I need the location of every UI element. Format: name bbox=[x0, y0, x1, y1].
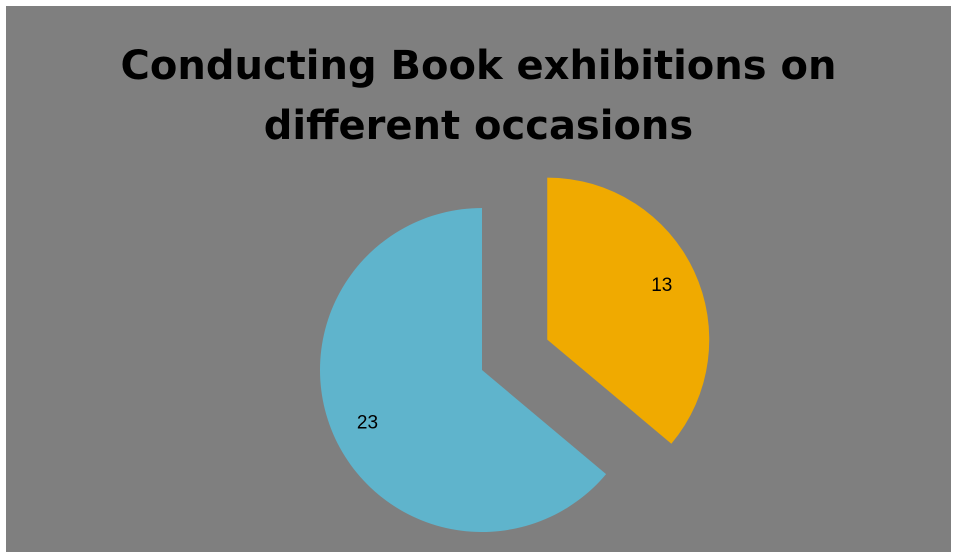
data-label-13: 13 bbox=[651, 275, 672, 296]
pie-slice-13 bbox=[547, 177, 710, 444]
pie-chart: 13 23 bbox=[319, 177, 710, 532]
chart-title: Conducting Book exhibitions on different… bbox=[6, 36, 951, 156]
pie-slice-23 bbox=[319, 208, 607, 532]
chart-title-line-2: different occasions bbox=[263, 103, 694, 149]
chart-title-line-1: Conducting Book exhibitions on bbox=[120, 43, 837, 89]
chart-area: Conducting Book exhibitions on different… bbox=[6, 6, 951, 552]
data-label-23: 23 bbox=[357, 412, 378, 433]
